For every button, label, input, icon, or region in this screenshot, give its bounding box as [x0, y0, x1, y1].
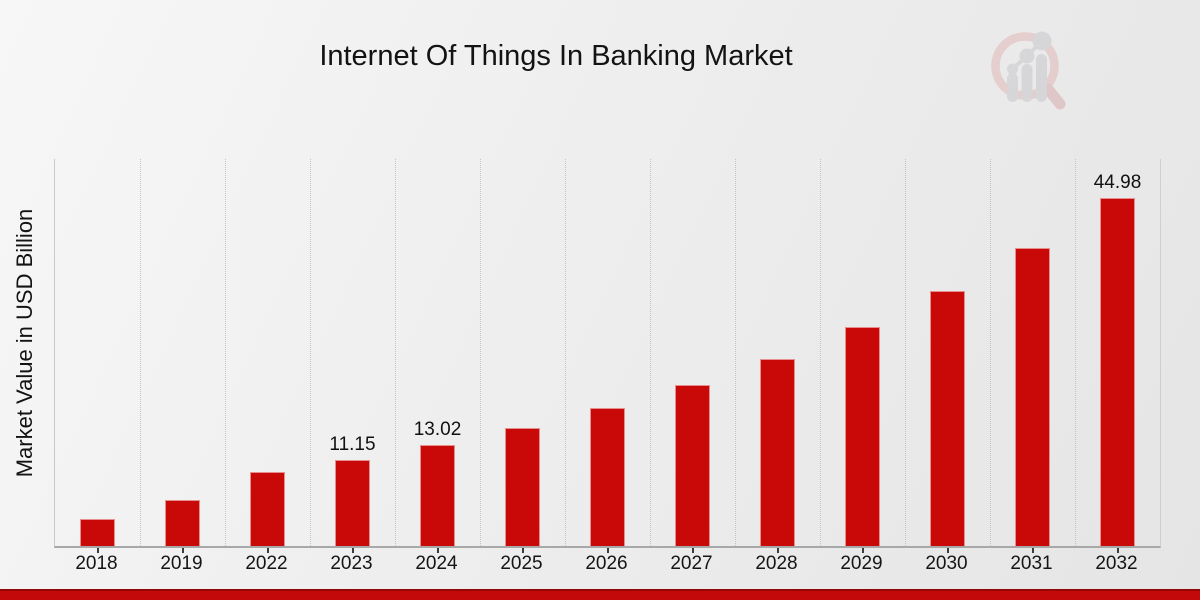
- x-tick-label-2029: 2029: [840, 553, 883, 574]
- bar-2023: [335, 460, 370, 546]
- x-tick-label-2032: 2032: [1095, 553, 1138, 574]
- x-axis-tick: [691, 548, 694, 553]
- x-tick-label-2030: 2030: [925, 553, 968, 574]
- bar-2025: [505, 428, 540, 546]
- x-tick-label-2019: 2019: [160, 553, 203, 574]
- bar-2018: [80, 519, 115, 546]
- magnifier-bar-chart-logo-icon: [991, 31, 1066, 110]
- x-tick-label-2022: 2022: [245, 553, 288, 574]
- logo-bar: [1007, 73, 1018, 102]
- gridline: [565, 159, 566, 546]
- gridline: [650, 159, 651, 546]
- x-tick-label-2023: 2023: [330, 553, 373, 574]
- bar-value-label-2023: 11.15: [329, 434, 376, 455]
- x-axis-tick: [521, 548, 524, 553]
- bar-2030: [930, 291, 965, 546]
- bar-2019: [165, 500, 200, 546]
- bar-2029: [845, 327, 880, 546]
- x-tick-label-2027: 2027: [670, 553, 713, 574]
- gridline: [140, 159, 141, 546]
- gridline: [225, 159, 226, 546]
- bar-2024: [420, 445, 455, 546]
- gridline: [310, 159, 311, 546]
- bar-value-label-2032: 44.98: [1093, 172, 1142, 193]
- x-axis-tick: [946, 548, 949, 553]
- x-axis-tick: [861, 548, 864, 553]
- x-axis-tick: [181, 548, 184, 553]
- bar-2022: [250, 472, 285, 546]
- logo-magnifier-handle: [1042, 83, 1066, 110]
- x-tick-label-2031: 2031: [1010, 553, 1053, 574]
- logo-dot: [1019, 48, 1035, 64]
- gridline: [735, 159, 736, 546]
- gridline: [480, 159, 481, 546]
- logo-dot: [1007, 63, 1018, 75]
- x-tick-label-2024: 2024: [415, 553, 458, 574]
- gridline: [905, 159, 906, 546]
- x-tick-label-2026: 2026: [585, 553, 628, 574]
- bar-2028: [760, 359, 795, 546]
- gridline: [990, 159, 991, 546]
- gridline: [395, 159, 396, 546]
- bar-2026: [590, 408, 625, 546]
- y-axis-label: Market Value in USD Billion: [12, 208, 37, 478]
- x-axis-tick: [96, 548, 99, 553]
- plot-area: 11.15 13.02 44.98: [54, 159, 1161, 553]
- x-tick-label-2025: 2025: [500, 553, 543, 574]
- x-axis-tick: [436, 548, 439, 553]
- x-axis-tick: [606, 548, 609, 553]
- gridline: [1075, 159, 1076, 546]
- logo-dot: [1032, 31, 1052, 51]
- x-tick-label-2028: 2028: [755, 553, 798, 574]
- x-axis-tick: [1116, 548, 1119, 553]
- bar-2031: [1015, 248, 1050, 546]
- footer-accent-bar: [0, 589, 1200, 600]
- logo-bar: [1036, 54, 1047, 102]
- bar-2027: [675, 385, 710, 546]
- x-axis-tick: [1031, 548, 1034, 553]
- bar-2032: [1100, 198, 1135, 546]
- logo-bar: [1021, 64, 1033, 102]
- x-axis-tick: [776, 548, 779, 553]
- chart-title: Internet Of Things In Banking Market: [319, 40, 793, 72]
- x-tick-label-2018: 2018: [75, 553, 118, 574]
- x-axis-tick: [351, 548, 354, 553]
- gridline: [820, 159, 821, 546]
- x-axis-tick: [266, 548, 269, 553]
- bar-value-label-2024: 13.02: [413, 419, 462, 440]
